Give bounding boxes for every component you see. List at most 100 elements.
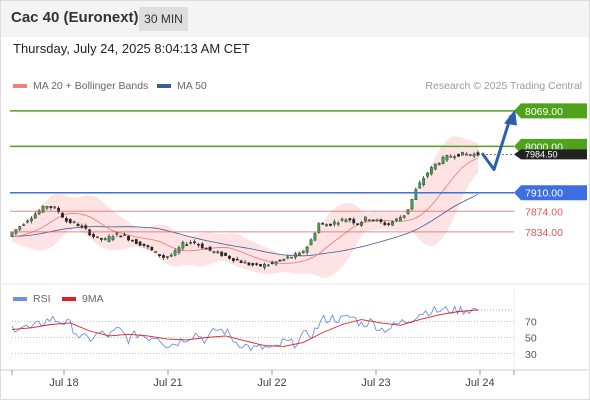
candle-body — [228, 255, 231, 259]
candle-body — [294, 253, 297, 258]
candle-body — [231, 257, 235, 262]
candle — [173, 248, 177, 257]
level-tag-icon — [514, 185, 587, 201]
x-axis: Jul 18 Jul 21 Jul 22 Jul 23 Jul 24 — [11, 370, 515, 389]
candle — [96, 236, 99, 239]
forecast-path — [480, 115, 513, 171]
candle-body — [461, 151, 464, 156]
last-price-label: 7984.50 — [525, 149, 558, 159]
candle-body — [445, 155, 449, 161]
candle — [476, 150, 480, 157]
candle — [185, 241, 189, 247]
candle-body — [430, 167, 433, 175]
candle — [84, 223, 88, 230]
candle-body — [336, 222, 340, 225]
candle-body — [426, 172, 429, 177]
candle-body — [297, 252, 301, 256]
candle-body — [278, 259, 282, 262]
candle — [297, 251, 301, 257]
level-tag-icon — [514, 103, 587, 119]
candle — [445, 154, 449, 162]
candle — [26, 219, 29, 224]
candle — [344, 218, 348, 223]
candle-body — [64, 217, 68, 222]
candle — [22, 223, 26, 227]
rsi-ma-line — [11, 309, 479, 347]
candle-body — [367, 219, 371, 222]
candle-body — [72, 221, 76, 224]
candle-body — [212, 251, 216, 253]
candle-body — [103, 238, 107, 240]
candle — [259, 263, 262, 267]
candle — [387, 222, 391, 227]
candle-body — [142, 243, 146, 246]
candle-body — [363, 216, 367, 222]
candle — [391, 220, 394, 226]
candle-body — [251, 263, 255, 266]
candle — [127, 235, 130, 242]
candle-body — [165, 256, 169, 258]
candle — [313, 232, 317, 242]
candle — [449, 154, 453, 158]
candle-body — [96, 236, 99, 238]
last-price: 7984.50 — [478, 149, 587, 160]
candle-body — [150, 246, 154, 251]
grid — [0, 283, 588, 371]
candle — [426, 172, 429, 179]
candle — [103, 237, 107, 241]
candle-body — [282, 258, 286, 261]
candle-body — [301, 250, 305, 254]
candle-body — [468, 154, 472, 156]
candle-body — [255, 263, 259, 265]
candle-body — [107, 236, 111, 242]
candle-body — [84, 225, 88, 229]
candle — [321, 222, 325, 225]
candle — [363, 216, 367, 222]
candle-body — [158, 254, 161, 257]
candle — [274, 261, 278, 266]
candle — [14, 229, 18, 236]
candle-body — [340, 218, 344, 221]
rsi-swatch-icon — [13, 297, 27, 301]
candle-body — [26, 220, 29, 223]
candle — [255, 262, 259, 267]
candle-body — [263, 263, 266, 268]
legend-ma20: MA 20 + Bollinger Bands — [13, 80, 148, 92]
candle — [193, 239, 196, 245]
candle — [123, 232, 127, 237]
candle — [398, 215, 402, 222]
level-resistance-1: 8069.00 — [10, 103, 587, 119]
candle-body — [414, 189, 418, 200]
credit-text: Research © 2025 Trading Central — [425, 80, 582, 92]
candle — [301, 250, 305, 254]
legend-rsi-label: RSI — [33, 293, 51, 305]
candle-body — [185, 244, 189, 246]
candle-body — [348, 218, 352, 221]
candle — [461, 151, 464, 156]
candle-body — [224, 252, 227, 256]
x-tick-label-1: Jul 18 — [49, 377, 78, 389]
timeframe-button[interactable]: 30 MIN — [139, 7, 188, 31]
candle-body — [457, 153, 460, 157]
candle — [457, 153, 460, 157]
candle-body — [134, 239, 138, 245]
candle — [348, 217, 352, 223]
candle-body — [270, 262, 274, 264]
level-support-5: 7834.00 — [10, 227, 563, 239]
candle-body — [398, 217, 402, 222]
candle — [181, 240, 185, 251]
candle-body — [418, 182, 422, 189]
candle — [294, 251, 297, 260]
candle — [162, 253, 165, 260]
level-pivot-3: 7910.00 — [10, 185, 587, 201]
candle-body — [410, 199, 414, 210]
candle-body — [379, 219, 383, 222]
candle-body — [371, 219, 375, 222]
candle — [154, 251, 158, 253]
candle — [367, 219, 371, 222]
candle — [130, 239, 134, 242]
candle — [278, 259, 282, 262]
candle-body — [476, 152, 480, 156]
candle-body — [395, 218, 398, 221]
candle — [196, 242, 200, 248]
